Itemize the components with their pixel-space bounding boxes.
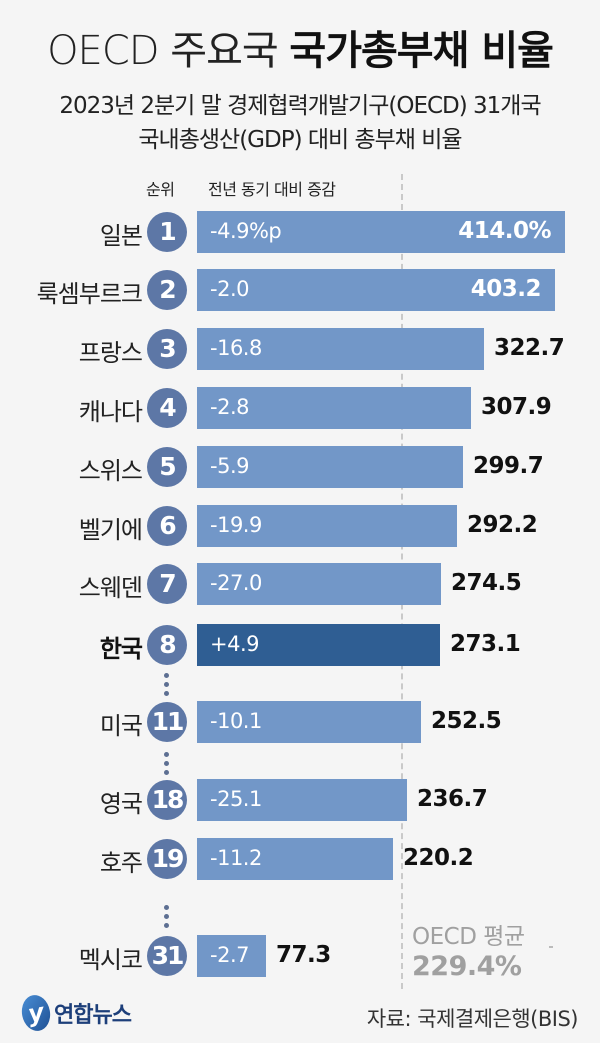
debt-bar — [197, 387, 471, 429]
chart-row: 멕시코 31 -2.7 77.3 — [0, 935, 600, 977]
rank-badge: 2 — [147, 270, 187, 310]
debt-value: 77.3 — [276, 942, 331, 968]
chart-row: 룩셈부르크 2 -2.0 403.2 — [0, 269, 600, 311]
page-title: OECD 주요국 국가총부채 비율 — [0, 18, 600, 76]
debt-value: 299.7 — [473, 453, 544, 479]
debt-value: 252.5 — [431, 708, 502, 734]
country-name: 한국 — [99, 635, 143, 663]
debt-bar — [197, 935, 266, 977]
country-name: 스위스 — [78, 457, 143, 485]
change-value: -2.8 — [210, 395, 249, 419]
title-light: OECD 주요국 — [47, 28, 279, 74]
oecd-average-value: 229.4% — [412, 951, 522, 982]
change-value: -19.9 — [210, 513, 262, 537]
change-value: -2.0 — [210, 277, 249, 301]
change-value: -11.2 — [210, 846, 262, 870]
change-value: -4.9%p — [210, 219, 282, 243]
debt-value: 414.0% — [458, 218, 551, 244]
change-value: -27.0 — [210, 571, 262, 595]
rank-badge: 4 — [147, 388, 187, 428]
change-value: -2.7 — [210, 943, 249, 967]
subtitle-line1: 2023년 2분기 말 경제협력개발기구(OECD) 31개국 — [59, 93, 541, 119]
chart-row: 일본 1 -4.9%p 414.0% — [0, 211, 600, 253]
debt-bar — [197, 446, 463, 488]
chart-row: 호주 19 -11.2 220.2 — [0, 838, 600, 880]
chart-row: 프랑스 3 -16.8 322.7 — [0, 328, 600, 370]
change-column-header: 전년 동기 대비 증감 — [208, 180, 336, 199]
chart-row: 영국 18 -25.1 236.7 — [0, 779, 600, 821]
debt-bar — [197, 269, 555, 311]
chart-row: 벨기에 6 -19.9 292.2 — [0, 505, 600, 547]
rank-column-header: 순위 — [146, 180, 175, 199]
country-name: 캐나다 — [78, 398, 143, 426]
rank-badge: 18 — [147, 780, 187, 820]
yonhap-logo-icon: y — [19, 992, 53, 1034]
rank-badge: 1 — [147, 212, 187, 252]
change-value: -25.1 — [210, 787, 262, 811]
debt-bar — [197, 838, 393, 880]
chart-row: 스웨덴 7 -27.0 274.5 — [0, 563, 600, 605]
debt-value: 307.9 — [481, 394, 552, 420]
subtitle-line2: 국내총생산(GDP) 대비 총부채 비율 — [138, 127, 462, 153]
rank-badge: 31 — [147, 936, 187, 976]
debt-bar — [197, 779, 407, 821]
debt-value: 220.2 — [403, 845, 474, 871]
debt-bar — [197, 211, 565, 253]
yonhap-logo-text: 연합뉴스 — [54, 1003, 132, 1028]
rank-badge: 19 — [147, 839, 187, 879]
country-name: 멕시코 — [78, 946, 143, 974]
chart-row: 캐나다 4 -2.8 307.9 — [0, 387, 600, 429]
yonhap-logo: y 연합뉴스 — [19, 992, 132, 1034]
rank-badge: 11 — [147, 702, 187, 742]
debt-bar — [197, 701, 421, 743]
country-name: 룩셈부르크 — [36, 280, 143, 308]
chart-row: 미국 11 -10.1 252.5 — [0, 701, 600, 743]
debt-bar — [197, 624, 440, 666]
rank-badge: 8 — [147, 625, 187, 665]
country-name: 벨기에 — [78, 516, 143, 544]
country-name: 미국 — [99, 712, 143, 740]
rank-badge: 5 — [147, 447, 187, 487]
debt-value: 322.7 — [494, 335, 565, 361]
country-name: 호주 — [99, 849, 143, 877]
debt-value: 292.2 — [467, 512, 538, 538]
ellipsis-dots — [164, 673, 170, 700]
debt-value: 403.2 — [470, 276, 542, 302]
change-value: -5.9 — [210, 454, 249, 478]
debt-value: 273.1 — [450, 631, 521, 657]
oecd-average-label: OECD 평균 — [412, 924, 525, 950]
source-note: 자료: 국제결제은행(BIS) — [366, 1007, 579, 1031]
ellipsis-dots — [164, 752, 170, 779]
rank-badge: 3 — [147, 329, 187, 369]
debt-bar — [197, 328, 484, 370]
title-bold: 국가총부채 비율 — [289, 28, 554, 74]
debt-bar — [197, 563, 441, 605]
average-tick — [549, 946, 553, 948]
ellipsis-dots — [164, 905, 170, 932]
change-value: +4.9 — [210, 632, 260, 656]
debt-bar — [197, 505, 457, 547]
chart-row: 스위스 5 -5.9 299.7 — [0, 446, 600, 488]
change-value: -10.1 — [210, 709, 262, 733]
country-name: 영국 — [99, 790, 143, 818]
debt-value: 274.5 — [451, 570, 522, 596]
country-name: 일본 — [99, 222, 143, 250]
change-value: -16.8 — [210, 336, 262, 360]
rank-badge: 6 — [147, 506, 187, 546]
country-name: 프랑스 — [78, 339, 143, 367]
chart-row: 한국 8 +4.9 273.1 — [0, 624, 600, 666]
debt-value: 236.7 — [417, 786, 488, 812]
country-name: 스웨덴 — [78, 574, 143, 602]
oecd-average-annotation: OECD 평균 229.4% — [412, 917, 525, 982]
rank-badge: 7 — [147, 564, 187, 604]
